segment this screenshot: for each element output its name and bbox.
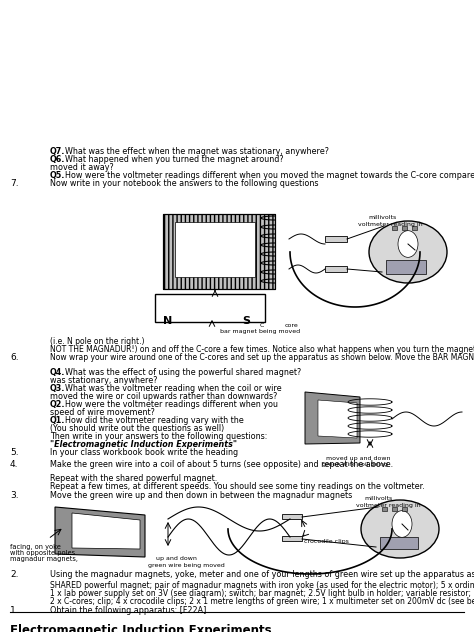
Bar xyxy=(392,226,397,230)
Ellipse shape xyxy=(369,221,447,283)
Text: Q4.: Q4. xyxy=(50,368,65,377)
Text: Q6.: Q6. xyxy=(50,155,65,164)
Polygon shape xyxy=(305,392,360,444)
Bar xyxy=(163,214,275,289)
Text: millivolts: millivolts xyxy=(364,496,392,501)
Text: SHARED powerful magnet; pair of magnadur magnets with iron yoke (as used for the: SHARED powerful magnet; pair of magnadur… xyxy=(50,581,474,590)
Bar xyxy=(386,260,426,274)
Text: 3.: 3. xyxy=(10,491,18,500)
Text: voltmeter reading in: voltmeter reading in xyxy=(358,222,423,227)
Text: What was the effect when the magnet was stationary, anywhere?: What was the effect when the magnet was … xyxy=(65,147,329,156)
Text: Now write in your notebook the answers to the following questions: Now write in your notebook the answers t… xyxy=(50,179,319,188)
Text: Make the green wire into a coil of about 5 turns (see opposite) and repeat the a: Make the green wire into a coil of about… xyxy=(50,460,393,469)
Text: Q5.: Q5. xyxy=(50,171,65,180)
Text: 6.: 6. xyxy=(10,353,18,362)
Text: Q1.: Q1. xyxy=(50,416,65,425)
Text: N: N xyxy=(163,316,172,326)
Text: Using the magnadur magnets, yoke, meter and one of your lengths of green wire se: Using the magnadur magnets, yoke, meter … xyxy=(50,570,474,579)
Text: green wire coil being: green wire coil being xyxy=(322,462,388,467)
Ellipse shape xyxy=(361,500,439,558)
Bar xyxy=(412,226,417,230)
Text: 4.: 4. xyxy=(10,460,18,469)
Bar xyxy=(155,294,265,322)
Polygon shape xyxy=(72,513,140,549)
Text: Q3.: Q3. xyxy=(50,384,65,393)
Text: Repeat a few times, at different speeds. You should see some tiny readings on th: Repeat a few times, at different speeds.… xyxy=(50,482,425,491)
Text: "Electromagnetic Induction Experiments": "Electromagnetic Induction Experiments" xyxy=(50,440,237,449)
Text: 2.: 2. xyxy=(10,570,18,579)
Bar xyxy=(175,222,255,277)
Text: Now wrap your wire around one of the C-cores and set up the apparatus as shown b: Now wrap your wire around one of the C-c… xyxy=(50,353,474,362)
Polygon shape xyxy=(55,507,145,557)
Text: What was the voltmeter reading when the coil or wire: What was the voltmeter reading when the … xyxy=(65,384,282,393)
Text: 5.: 5. xyxy=(10,448,18,457)
Text: voltmeter reading in: voltmeter reading in xyxy=(356,503,420,508)
Text: core: core xyxy=(285,323,299,328)
Text: Q7.: Q7. xyxy=(50,147,65,156)
Text: (You should write out the questions as well): (You should write out the questions as w… xyxy=(50,424,224,433)
Text: moved the wire or coil upwards rather than downwards?: moved the wire or coil upwards rather th… xyxy=(50,392,277,401)
Text: 7.: 7. xyxy=(10,179,18,188)
Bar xyxy=(402,226,407,230)
Text: 2 x C-cores; clip; 4 x crocodile clips; 2 x 1 metre lengths of green wire; 1 x m: 2 x C-cores; clip; 4 x crocodile clips; … xyxy=(50,597,474,606)
Text: was stationary, anywhere?: was stationary, anywhere? xyxy=(50,376,157,385)
Text: What was the effect of using the powerful shared magnet?: What was the effect of using the powerfu… xyxy=(65,368,301,377)
Text: Repeat with the shared powerful magnet.: Repeat with the shared powerful magnet. xyxy=(50,474,217,483)
Bar xyxy=(325,266,347,272)
Text: C: C xyxy=(260,323,264,328)
Text: NOT THE MAGNADUR!) on and off the C-core a few times. Notice also what happens w: NOT THE MAGNADUR!) on and off the C-core… xyxy=(50,345,474,354)
Bar xyxy=(282,514,302,519)
Text: with opposite poles: with opposite poles xyxy=(10,550,75,556)
Text: crocodile clips: crocodile clips xyxy=(304,539,349,544)
Text: How did the voltmeter reading vary with the: How did the voltmeter reading vary with … xyxy=(65,416,244,425)
Text: magnadur magnets,: magnadur magnets, xyxy=(10,556,78,562)
Circle shape xyxy=(398,231,418,257)
Text: moved it away?: moved it away? xyxy=(50,163,114,172)
Text: Q2.: Q2. xyxy=(50,400,65,409)
Text: S: S xyxy=(242,316,250,326)
Bar xyxy=(402,507,407,511)
Text: millivolts: millivolts xyxy=(368,215,396,220)
Bar xyxy=(392,507,397,511)
Text: How were the voltmeter readings different when you moved the magnet towards the : How were the voltmeter readings differen… xyxy=(65,171,474,180)
Text: moved up and down: moved up and down xyxy=(326,456,391,461)
Text: up and down: up and down xyxy=(156,556,197,561)
Text: 1.: 1. xyxy=(10,606,18,615)
Text: bar magnet being moved: bar magnet being moved xyxy=(220,329,300,334)
Text: What happened when you turned the magnet around?: What happened when you turned the magnet… xyxy=(65,155,283,164)
Text: facing, on yoke: facing, on yoke xyxy=(10,544,61,550)
Text: Obtain the following apparatus: [F22A]: Obtain the following apparatus: [F22A] xyxy=(50,606,206,615)
Polygon shape xyxy=(318,400,357,438)
Text: (i.e. N pole on the right.): (i.e. N pole on the right.) xyxy=(50,337,145,346)
Text: How were the voltmeter readings different when you: How were the voltmeter readings differen… xyxy=(65,400,278,409)
Text: speed of wire movement?: speed of wire movement? xyxy=(50,408,155,417)
Bar xyxy=(380,537,418,549)
Text: In your class workbook book write the heading: In your class workbook book write the he… xyxy=(50,448,238,457)
Bar xyxy=(163,214,275,289)
Text: Then write in your answers to the following questions:: Then write in your answers to the follow… xyxy=(50,432,267,441)
Circle shape xyxy=(392,511,412,537)
Text: 1 x lab power supply set on 3V (see diagram); switch; bar magnet; 2.5V light bul: 1 x lab power supply set on 3V (see diag… xyxy=(50,589,471,598)
Text: Move the green wire up and then down in between the magnadur magnets: Move the green wire up and then down in … xyxy=(50,491,352,500)
Bar xyxy=(382,507,387,511)
Bar xyxy=(282,536,302,541)
Text: Electromagnetic Induction Experiments: Electromagnetic Induction Experiments xyxy=(10,624,272,632)
Bar xyxy=(325,236,347,242)
Text: green wire being moved: green wire being moved xyxy=(148,563,225,568)
